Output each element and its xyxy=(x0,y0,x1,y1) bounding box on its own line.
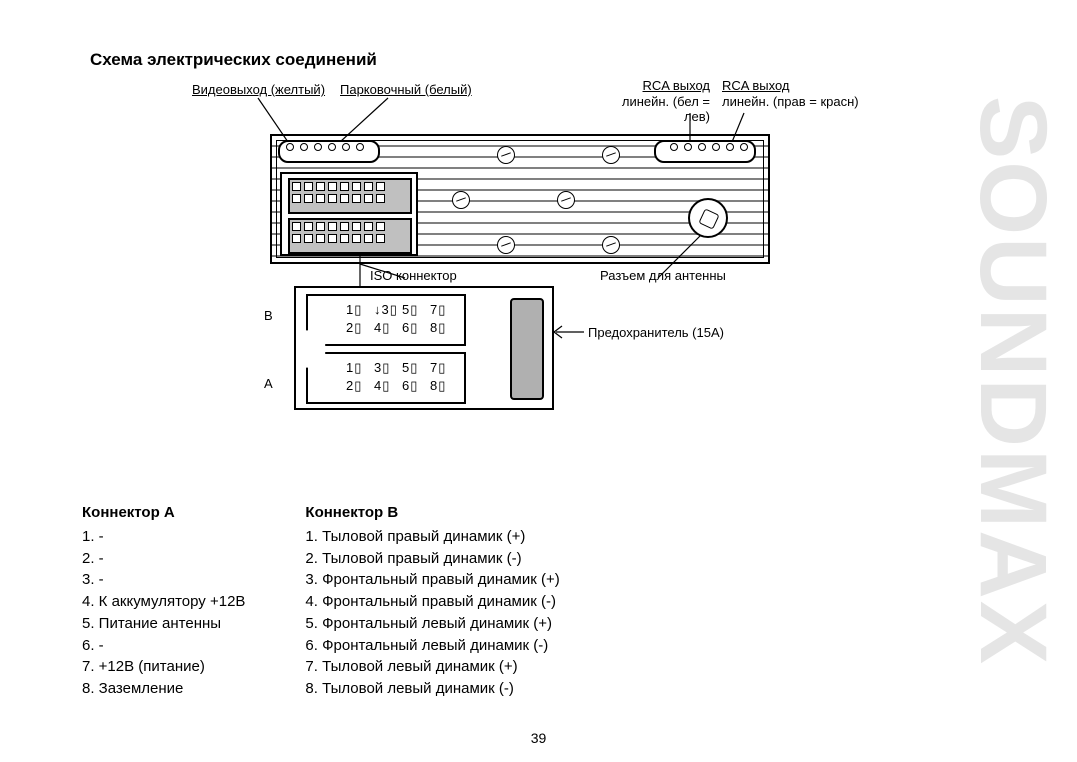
label-rca-left-sub: линейн. (бел = лев) xyxy=(610,94,710,125)
antenna-socket xyxy=(688,198,728,238)
table-row: 7. Тыловой левый динамик (+) xyxy=(305,656,559,678)
connector-b-table: Коннектор B 1. Тыловой правый динамик (+… xyxy=(305,502,559,700)
label-antenna: Разъем для антенны xyxy=(600,268,726,283)
connector-a-table: Коннектор A 1. - 2. - 3. - 4. К аккумуля… xyxy=(82,502,245,700)
screw-icon xyxy=(602,236,620,254)
table-row: 3. - xyxy=(82,569,245,591)
label-parking: Парковочный (белый) xyxy=(340,82,472,98)
rear-panel xyxy=(270,134,770,264)
page: SOUNDMAX Схема электрических соединений … xyxy=(0,0,1077,762)
label-rca-right-sub: линейн. (прав = красн) xyxy=(722,94,862,110)
table-row: 4. К аккумулятору +12В xyxy=(82,591,245,613)
iso-pinout-block: 1▯↓3▯5▯7▯ 2▯4▯6▯8▯ 1▯3▯5▯7▯ 2▯4▯6▯8▯ xyxy=(294,286,554,410)
wiring-diagram: Видеовыход (желтый) Парковочный (белый) … xyxy=(170,82,870,482)
page-number: 39 xyxy=(531,730,547,746)
table-row: 2. Тыловой правый динамик (-) xyxy=(305,548,559,570)
label-video-out: Видеовыход (желтый) xyxy=(192,82,325,98)
table-row: 6. Фронтальный левый динамик (-) xyxy=(305,635,559,657)
label-rca-right: RCA выход xyxy=(722,78,789,93)
screw-icon xyxy=(497,236,515,254)
pin-labels-b: 1▯↓3▯5▯7▯ 2▯4▯6▯8▯ xyxy=(346,302,458,338)
table-row: 5. Питание антенны xyxy=(82,613,245,635)
table-row: 6. - xyxy=(82,635,245,657)
screw-icon xyxy=(497,146,515,164)
letter-b: B xyxy=(264,308,273,323)
table-row: 8. Заземление xyxy=(82,678,245,700)
connector-a-header: Коннектор A xyxy=(82,502,245,524)
table-row: 7. +12В (питание) xyxy=(82,656,245,678)
label-fuse: Предохранитель (15A) xyxy=(588,325,724,340)
pin-labels-a: 1▯3▯5▯7▯ 2▯4▯6▯8▯ xyxy=(346,360,458,396)
label-iso-connector: ISO коннектор xyxy=(370,268,457,283)
table-row: 4. Фронтальный правый динамик (-) xyxy=(305,591,559,613)
fuse-box xyxy=(510,298,544,400)
table-row: 1. Тыловой правый динамик (+) xyxy=(305,526,559,548)
pinout-tables: Коннектор A 1. - 2. - 3. - 4. К аккумуля… xyxy=(82,502,1017,700)
table-row: 5. Фронтальный левый динамик (+) xyxy=(305,613,559,635)
connector-b-header: Коннектор B xyxy=(305,502,559,524)
table-row: 8. Тыловой левый динамик (-) xyxy=(305,678,559,700)
letter-a: A xyxy=(264,376,273,391)
jack-left-pins xyxy=(286,143,364,151)
brand-watermark: SOUNDMAX xyxy=(958,96,1067,666)
screw-icon xyxy=(602,146,620,164)
jack-right-pins xyxy=(670,143,748,151)
iso-connector-block xyxy=(280,172,418,256)
page-title: Схема электрических соединений xyxy=(90,50,1017,70)
screw-icon xyxy=(557,191,575,209)
screw-icon xyxy=(452,191,470,209)
table-row: 2. - xyxy=(82,548,245,570)
table-row: 3. Фронтальный правый динамик (+) xyxy=(305,569,559,591)
label-rca-left: RCA выход xyxy=(643,78,710,93)
table-row: 1. - xyxy=(82,526,245,548)
